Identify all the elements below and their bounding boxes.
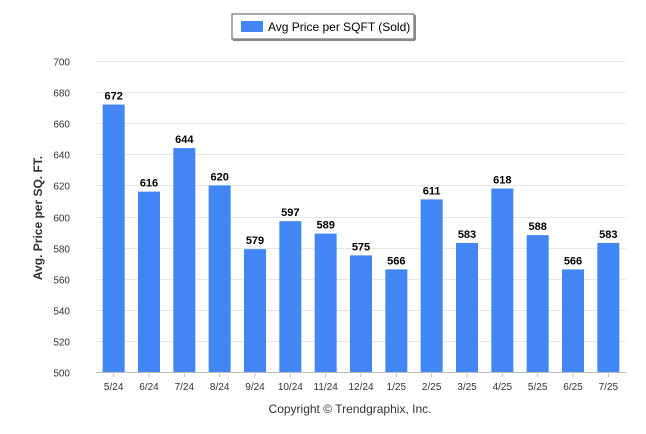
legend-swatch — [241, 21, 263, 32]
x-tick-label: 2/25 — [422, 382, 442, 393]
data-label: 566 — [387, 255, 405, 267]
x-tick-label: 11/24 — [314, 382, 339, 393]
data-label: 644 — [175, 134, 194, 146]
data-label: 583 — [599, 229, 617, 241]
data-label: 589 — [316, 220, 334, 232]
x-tick-label: 5/25 — [528, 382, 548, 393]
data-label: 616 — [140, 178, 158, 190]
data-label: 579 — [246, 235, 264, 247]
bar-3-25 — [456, 242, 478, 372]
bar-11-24 — [314, 233, 337, 372]
bar-6-24 — [138, 191, 160, 372]
y-tick-label: 640 — [53, 151, 70, 162]
y-tick-label: 660 — [53, 120, 70, 131]
legend: Avg Price per SQFT (Sold) — [231, 13, 416, 41]
y-tick-label: 540 — [53, 307, 70, 318]
bar-5-25 — [526, 235, 549, 372]
data-label: 618 — [493, 175, 511, 187]
bar-7-25 — [597, 242, 620, 372]
data-label: 611 — [423, 185, 441, 197]
data-label: 620 — [210, 171, 228, 183]
y-axis: 500 520 540 560 580 600 620 640 660 680 700 — [53, 58, 70, 380]
data-label: 575 — [352, 241, 370, 253]
y-tick-label: 600 — [53, 214, 70, 225]
data-labels: 672 616 644 620 579 597 589 575 566 611 583 618 588 5… — [104, 91, 617, 268]
x-tick-label: 12/24 — [348, 382, 373, 393]
bar-6-25 — [562, 269, 584, 372]
bar-7-24 — [173, 148, 196, 372]
x-tick-label: 4/25 — [493, 382, 513, 393]
data-label: 583 — [458, 229, 476, 241]
x-tick-label: 8/24 — [210, 382, 230, 393]
bars — [102, 104, 620, 372]
copyright-footer: Copyright © Trendgraphix, Inc. — [269, 402, 432, 416]
bar-10-24 — [279, 221, 302, 372]
y-axis-label: Avg. Price per SQ. FT. — [31, 156, 45, 280]
bar-1-25 — [385, 269, 408, 372]
bar-12-24 — [350, 255, 372, 372]
x-tick-label: 7/24 — [175, 382, 195, 393]
y-tick-label: 500 — [53, 369, 70, 380]
data-label: 566 — [564, 255, 582, 267]
bar-5-24 — [102, 104, 125, 372]
x-tick-label: 10/24 — [278, 382, 303, 393]
x-tick-label: 3/25 — [457, 382, 477, 393]
x-tick-label: 6/24 — [139, 382, 159, 393]
x-tick-label: 9/24 — [245, 382, 265, 393]
x-axis: 5/24 6/24 7/24 8/24 9/24 10/24 11/24 12/24 1/25 2… — [104, 372, 619, 393]
y-tick-label: 580 — [53, 245, 70, 256]
y-tick-label: 560 — [53, 276, 70, 287]
y-tick-label: 520 — [53, 338, 70, 349]
bar-4-25 — [491, 188, 514, 372]
x-tick-label: 6/25 — [563, 382, 583, 393]
x-tick-label: 5/24 — [104, 382, 124, 393]
y-tick-label: 680 — [53, 89, 70, 100]
legend-label: Avg Price per SQFT (Sold) — [268, 20, 410, 34]
y-tick-label: 700 — [53, 58, 70, 69]
x-tick-label: 7/25 — [599, 382, 619, 393]
bar-9-24 — [244, 249, 266, 372]
bar-2-25 — [420, 199, 443, 372]
bar-8-24 — [208, 185, 231, 372]
data-label: 597 — [281, 207, 299, 219]
data-label: 588 — [528, 221, 546, 233]
y-tick-label: 620 — [53, 182, 70, 193]
data-label: 672 — [104, 91, 122, 103]
x-tick-label: 1/25 — [387, 382, 407, 393]
